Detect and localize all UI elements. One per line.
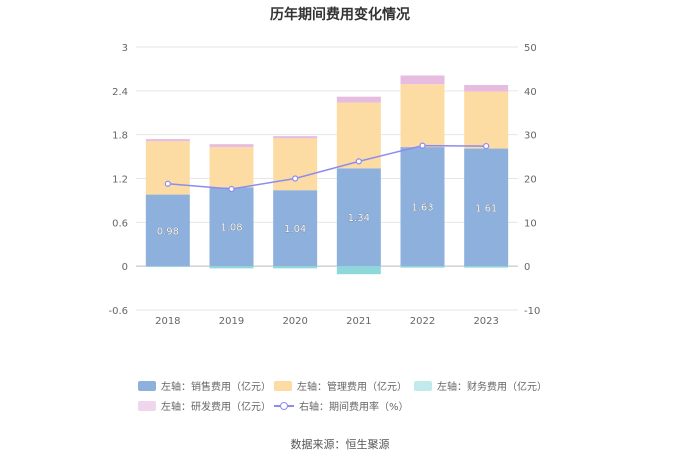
bar-segment-sales	[273, 190, 318, 267]
x-axis-tick-label: 2020	[282, 316, 307, 327]
bar-segment-admin	[400, 84, 445, 148]
bar-segment-finance	[400, 266, 445, 268]
rate-point	[292, 175, 299, 182]
legend-swatch-rate	[274, 401, 294, 411]
right-axis-tick-label: 0	[524, 262, 530, 273]
left-axis-tick-label: 3	[122, 43, 128, 54]
legend-item-finance[interactable]: 左轴：财务费用（亿元）	[414, 378, 547, 393]
bar-segment-sales	[336, 168, 381, 267]
legend-swatch-sales	[138, 380, 156, 391]
bar-value-label: 1.34	[348, 213, 370, 224]
legend-label-rate: 右轴：期间费用率（%）	[299, 402, 409, 413]
bar-segment-finance	[145, 266, 190, 267]
legend-label-finance: 左轴：财务费用（亿元）	[437, 382, 547, 393]
right-axis-tick-label: 50	[524, 43, 537, 54]
left-axis-tick-label: -0.6	[108, 306, 128, 317]
legend-item-rate[interactable]: 右轴：期间费用率（%）	[274, 398, 409, 413]
rate-point	[164, 180, 171, 187]
right-axis-tick-label: 20	[524, 175, 537, 186]
bar-value-label: 1.61	[475, 203, 497, 214]
right-axis-tick-label: 10	[524, 218, 537, 229]
legend-label-admin: 左轴：管理费用（亿元）	[297, 382, 407, 393]
bar-segment-finance	[336, 266, 381, 275]
legend-item-admin[interactable]: 左轴：管理费用（亿元）	[274, 378, 407, 393]
rate-line	[167, 144, 487, 190]
legend-item-sales[interactable]: 左轴：销售费用（亿元）	[138, 378, 271, 393]
legend-label-sales: 左轴：销售费用（亿元）	[161, 382, 271, 393]
rate-point	[228, 185, 235, 193]
rate-point	[355, 158, 362, 165]
bar-value-label: 1.04	[284, 224, 306, 235]
right-axis-tick-label: 30	[524, 131, 537, 142]
legend-item-rd[interactable]: 左轴：研发费用（亿元）	[138, 398, 271, 413]
bar-segment-finance	[273, 266, 318, 269]
legend-swatch-finance	[414, 380, 432, 391]
left-axis-tick-label: 1.8	[112, 131, 128, 142]
data-source: 数据来源：恒生聚源	[290, 438, 390, 451]
bar-segment-rd	[464, 84, 509, 92]
x-axis-tick-label: 2018	[155, 316, 180, 327]
bar-segment-sales	[209, 187, 254, 267]
legend-swatch-admin	[274, 380, 292, 391]
bar-value-label: 0.98	[157, 226, 179, 237]
left-axis-tick-label: 2.4	[112, 87, 128, 98]
chart-title: 历年期间费用变化情况	[270, 7, 410, 23]
x-axis-tick-label: 2022	[410, 316, 435, 327]
bar-value-label: 1.63	[411, 203, 433, 214]
bar-segment-sales	[145, 194, 190, 267]
chart-plot: 0.98 1.08 1.04 1.34 1.63 1.61 3 2.4 1.8 1.2 0.6 0 -…	[108, 43, 540, 327]
bar-segment-rd	[273, 136, 318, 139]
bar-segment-admin	[273, 138, 318, 191]
bar-segment-sales	[464, 148, 509, 267]
left-axis-tick-label: 0.6	[112, 218, 128, 229]
bar-segment-rd	[209, 144, 254, 148]
bar-segment-finance	[209, 266, 254, 269]
x-axis-tick-label: 2019	[219, 316, 244, 327]
right-axis-tick-label: 40	[524, 87, 537, 98]
left-axis-tick-label: 0	[122, 262, 128, 273]
bar-segment-rd	[336, 96, 381, 103]
right-axis-tick-label: -10	[524, 306, 540, 317]
legend-swatch-rd	[138, 400, 156, 411]
bar-segment-admin	[209, 147, 254, 188]
bar-segment-rd	[145, 139, 190, 142]
left-axis-tick-label: 1.2	[112, 175, 128, 186]
bar-segment-sales	[400, 147, 445, 267]
bar-value-label: 1.08	[220, 223, 242, 234]
bar-segment-finance	[464, 266, 509, 268]
rate-point	[483, 142, 490, 150]
rate-point	[419, 142, 426, 149]
legend-label-rd: 左轴：研发费用（亿元）	[161, 402, 271, 413]
bar-segment-admin	[464, 91, 509, 149]
bar-segment-rd	[400, 75, 445, 85]
x-axis-tick-label: 2023	[473, 316, 498, 327]
x-axis-tick-label: 2021	[346, 316, 371, 327]
